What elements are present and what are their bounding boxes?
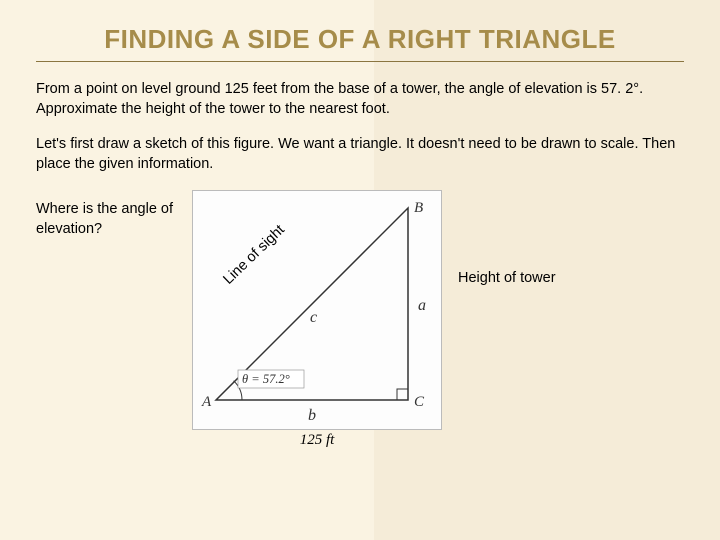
page-title: FINDING A SIDE OF A RIGHT TRIANGLE [36,24,684,62]
content-row: Where is the angle of elevation? Line of… [36,190,684,449]
problem-text: From a point on level ground 125 feet fr… [36,80,684,119]
instruction-text: Let's first draw a sketch of this figure… [36,135,684,174]
figure-wrap: Line of sight ABCcabθ = 57.2° 125 ft [192,190,442,449]
height-label: Height of tower [458,190,556,286]
svg-text:B: B [414,200,423,216]
svg-text:c: c [310,309,317,326]
svg-text:A: A [201,394,212,410]
triangle-figure: A B Cc a b θ = 57.2° [192,190,442,430]
svg-text:C: C [414,394,425,410]
base-measurement: 125 ft [192,432,442,449]
left-question: Where is the angle of elevation? [36,190,176,239]
svg-text:θ = 57.2°: θ = 57.2° [242,372,290,386]
svg-text:b: b [308,407,316,424]
svg-text:a: a [418,297,426,314]
